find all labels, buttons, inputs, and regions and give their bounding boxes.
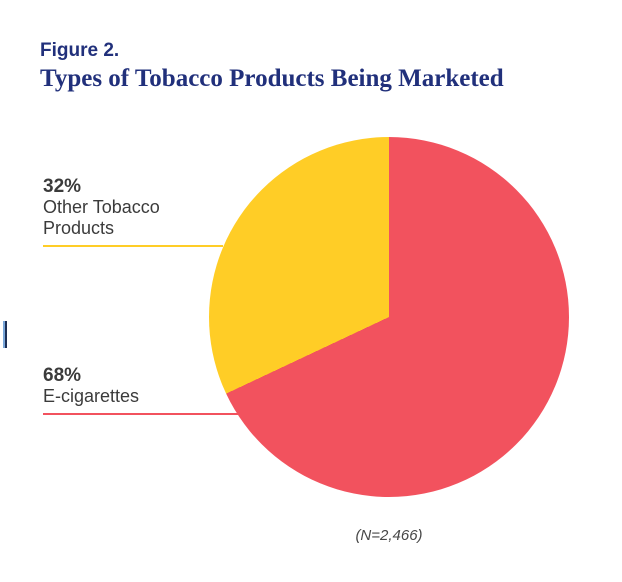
callout-line-other bbox=[43, 245, 223, 247]
callout-ecigarettes: 68% E-cigarettes bbox=[43, 365, 239, 415]
callout-line-ecig bbox=[43, 413, 239, 415]
ecigarettes-percent: 68% bbox=[43, 365, 82, 386]
pie-chart bbox=[209, 137, 569, 497]
figure-number-label: Figure 2. bbox=[40, 40, 120, 61]
figure-title: Types of Tobacco Products Being Marketed bbox=[40, 65, 504, 92]
left-edge-cursor-artifact bbox=[3, 321, 7, 348]
callout-other-tobacco: 32% Other Tobacco Products bbox=[43, 176, 223, 247]
sample-size-caption: (N=2,466) bbox=[355, 527, 423, 544]
other-tobacco-label: Other Tobacco Products bbox=[43, 197, 160, 238]
ecigarettes-label: E-cigarettes bbox=[43, 386, 140, 406]
other-tobacco-percent: 32% bbox=[43, 176, 82, 197]
